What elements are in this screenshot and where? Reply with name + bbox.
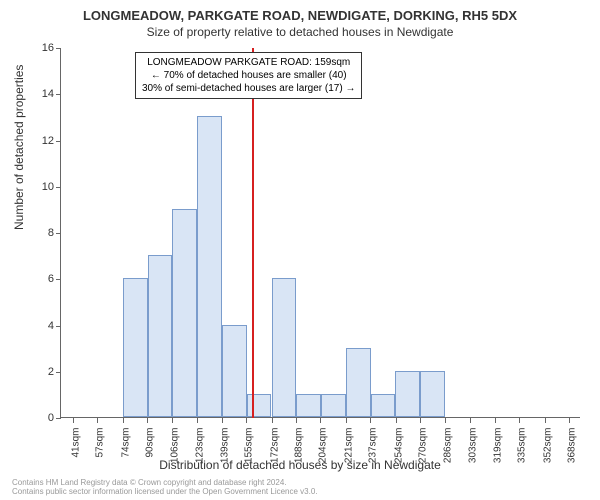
- histogram-bar: [296, 394, 321, 417]
- xtick-mark: [545, 418, 546, 423]
- histogram-bar: [247, 394, 272, 417]
- histogram-bar: [272, 278, 297, 417]
- histogram-bar: [123, 278, 148, 417]
- histogram-bar: [172, 209, 197, 417]
- xtick-mark: [320, 418, 321, 423]
- ytick-label: 2: [24, 366, 54, 378]
- ytick-mark: [56, 94, 61, 95]
- x-axis-label: Distribution of detached houses by size …: [0, 458, 600, 472]
- ytick-label: 10: [24, 181, 54, 193]
- ytick-mark: [56, 187, 61, 188]
- reference-line: [252, 48, 254, 418]
- xtick-mark: [569, 418, 570, 423]
- ytick-label: 16: [24, 42, 54, 54]
- ytick-label: 12: [24, 135, 54, 147]
- xtick-mark: [123, 418, 124, 423]
- histogram-bar: [420, 371, 445, 417]
- xtick-mark: [470, 418, 471, 423]
- annotation-box: LONGMEADOW PARKGATE ROAD: 159sqm← 70% of…: [135, 52, 362, 99]
- chart-title: LONGMEADOW, PARKGATE ROAD, NEWDIGATE, DO…: [0, 0, 600, 23]
- xtick-mark: [272, 418, 273, 423]
- chart-subtitle: Size of property relative to detached ho…: [0, 23, 600, 39]
- ytick-mark: [56, 141, 61, 142]
- xtick-mark: [519, 418, 520, 423]
- xtick-mark: [97, 418, 98, 423]
- annotation-line: 30% of semi-detached houses are larger (…: [142, 82, 355, 95]
- histogram-bar: [321, 394, 346, 417]
- histogram-bar: [148, 255, 173, 417]
- xtick-mark: [346, 418, 347, 423]
- xtick-mark: [73, 418, 74, 423]
- ytick-mark: [56, 418, 61, 419]
- histogram-bar: [222, 325, 247, 418]
- xtick-mark: [246, 418, 247, 423]
- xtick-mark: [495, 418, 496, 423]
- xtick-mark: [197, 418, 198, 423]
- histogram-bar: [371, 394, 396, 417]
- annotation-line: LONGMEADOW PARKGATE ROAD: 159sqm: [142, 56, 355, 69]
- chart-area: 024681012141641sqm57sqm74sqm90sqm106sqm1…: [60, 48, 580, 418]
- xtick-mark: [172, 418, 173, 423]
- ytick-mark: [56, 372, 61, 373]
- xtick-mark: [147, 418, 148, 423]
- ytick-label: 0: [24, 412, 54, 424]
- histogram-bar: [197, 116, 222, 417]
- footer-line-2: Contains public sector information licen…: [12, 488, 318, 497]
- histogram-bar: [395, 371, 420, 417]
- ytick-mark: [56, 279, 61, 280]
- ytick-label: 14: [24, 88, 54, 100]
- ytick-mark: [56, 233, 61, 234]
- annotation-line: ← 70% of detached houses are smaller (40…: [142, 69, 355, 82]
- ytick-label: 4: [24, 320, 54, 332]
- ytick-mark: [56, 48, 61, 49]
- footer-attribution: Contains HM Land Registry data © Crown c…: [12, 479, 318, 497]
- ytick-mark: [56, 326, 61, 327]
- plot-region: 024681012141641sqm57sqm74sqm90sqm106sqm1…: [60, 48, 580, 418]
- ytick-label: 6: [24, 273, 54, 285]
- xtick-mark: [370, 418, 371, 423]
- histogram-bar: [346, 348, 371, 417]
- xtick-mark: [222, 418, 223, 423]
- xtick-mark: [445, 418, 446, 423]
- xtick-mark: [420, 418, 421, 423]
- ytick-label: 8: [24, 227, 54, 239]
- xtick-mark: [296, 418, 297, 423]
- xtick-mark: [396, 418, 397, 423]
